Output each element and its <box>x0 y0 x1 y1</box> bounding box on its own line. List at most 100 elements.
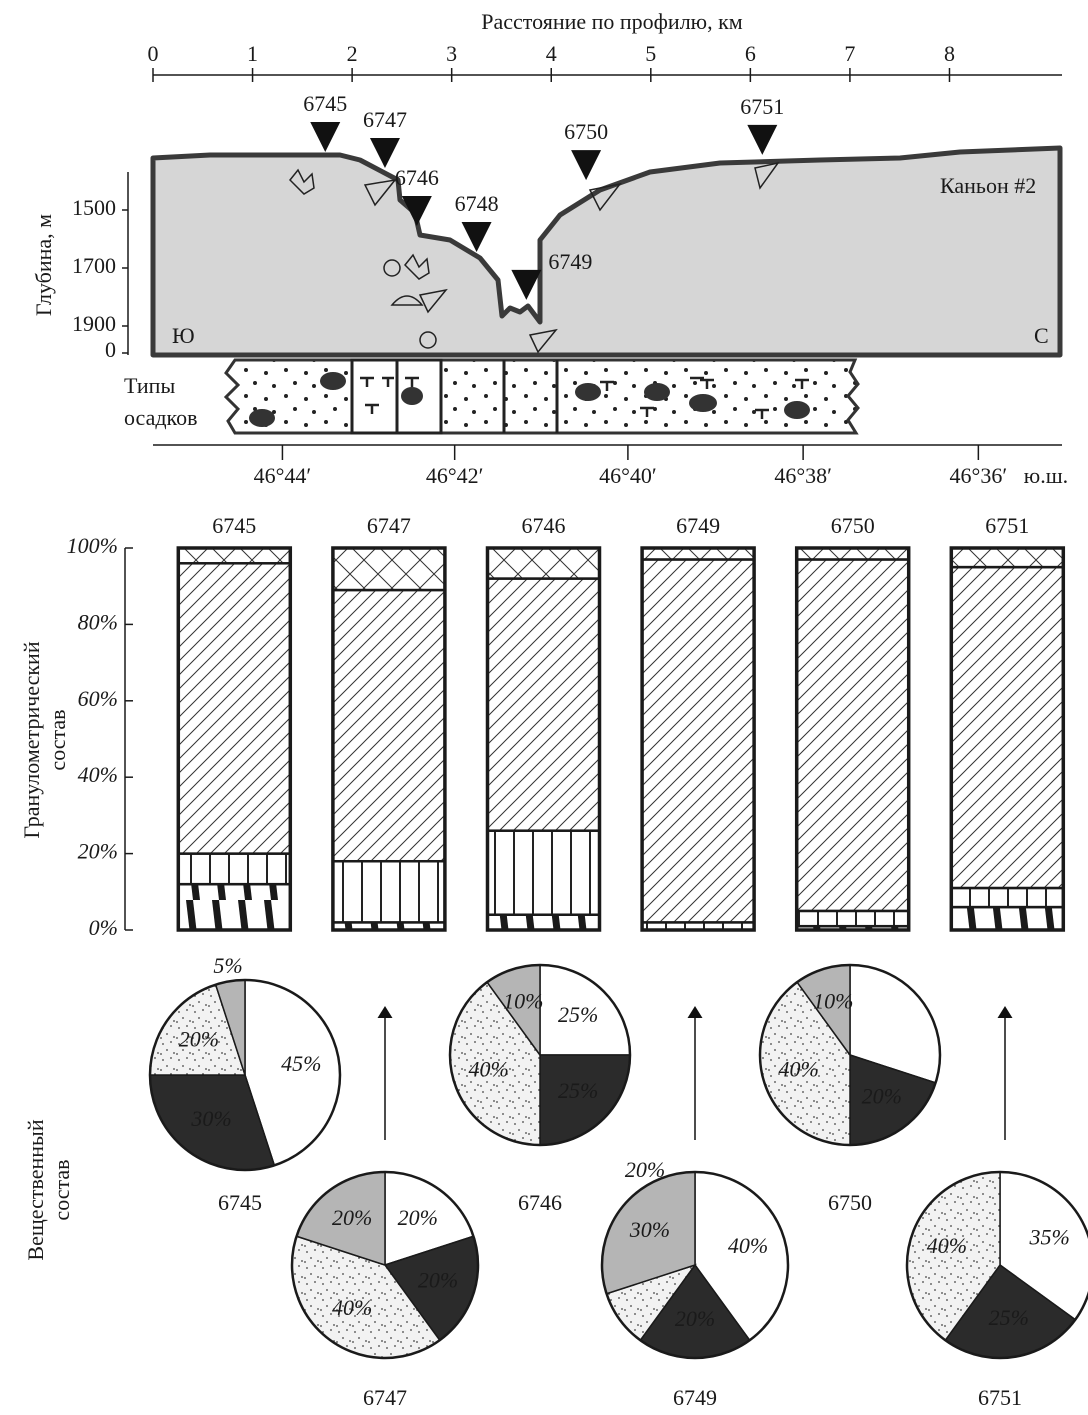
station-label: 6750 <box>564 119 608 144</box>
pie-value-label: 20% <box>675 1306 715 1331</box>
bar-category-label: 6749 <box>676 513 720 538</box>
pie-axis-label: состав <box>49 1159 74 1220</box>
bar-category-label: 6746 <box>522 513 566 538</box>
bar-segment <box>333 590 445 861</box>
pie-value-label: 25% <box>558 1002 598 1027</box>
bar-segment <box>488 831 600 915</box>
seabed-profile <box>153 148 1060 355</box>
bar-category-label: 6747 <box>367 513 411 538</box>
pie-value-label: 40% <box>728 1233 768 1258</box>
bar-segment <box>488 548 600 579</box>
y-tick-label: 1500 <box>72 195 116 220</box>
pie-label: 6749 <box>673 1385 717 1410</box>
station-label: 6751 <box>740 94 784 119</box>
y-tick-label: 40% <box>78 762 118 787</box>
bar-category-label: 6751 <box>985 513 1029 538</box>
bar-segment <box>797 911 909 926</box>
nodule <box>320 372 346 390</box>
pie-value-label: 20% <box>398 1205 438 1230</box>
bar-axis-label: Гранулометрический <box>19 641 44 838</box>
y-tick-label: 1900 <box>72 311 116 336</box>
station-marker <box>571 150 601 180</box>
nodule <box>644 383 670 401</box>
pie-value-label: 20% <box>418 1267 458 1292</box>
y-tick-label: 1700 <box>72 253 116 278</box>
pie-value-label: 10% <box>503 989 543 1014</box>
pie-value-label: 45% <box>281 1051 321 1076</box>
bar-axis-label: состав <box>45 709 70 770</box>
station-label: 6747 <box>363 107 407 132</box>
x-tick-label: 7 <box>844 41 855 66</box>
figure: Расстояние по профилю, км Глубина, м Кан… <box>0 0 1088 1415</box>
pie-value-label: 30% <box>190 1106 231 1131</box>
pie-value-label: 25% <box>558 1078 598 1103</box>
bar-segment <box>333 861 445 922</box>
pie-value-label: 20% <box>332 1205 372 1230</box>
station-marker <box>747 125 777 155</box>
sediment-strip <box>226 360 858 433</box>
station-marker <box>511 270 541 300</box>
bar-segment <box>488 915 600 930</box>
latitude-tick-label: 46°44′ <box>254 463 312 488</box>
latitude-tick-label: 46°36′ <box>950 463 1008 488</box>
south-label: Ю <box>172 323 195 348</box>
canyon-label: Каньон #2 <box>940 173 1036 198</box>
station-label: 6746 <box>395 165 439 190</box>
pie-value-label: 30% <box>629 1217 670 1242</box>
y-tick-label: 0 <box>105 337 116 362</box>
pie-value-label: 40% <box>778 1057 818 1082</box>
pie-axis-label: Вещественный <box>23 1119 48 1260</box>
bar-segment <box>951 907 1063 930</box>
pie-value-label: 40% <box>468 1057 508 1082</box>
x-tick-label: 3 <box>446 41 457 66</box>
pie-label: 6750 <box>828 1190 872 1215</box>
nodule <box>689 394 717 412</box>
x-tick-label: 6 <box>745 41 756 66</box>
pie-value-label: 40% <box>332 1295 372 1320</box>
pie-label: 6751 <box>978 1385 1022 1410</box>
station-marker <box>370 138 400 168</box>
x-tick-label: 4 <box>546 41 557 66</box>
station-label: 6745 <box>303 91 347 116</box>
station-label: 6749 <box>548 249 592 274</box>
pie-value-label: 25% <box>989 1305 1029 1330</box>
x-tick-label: 8 <box>944 41 955 66</box>
y-tick-label: 20% <box>78 839 118 864</box>
bar-segment <box>951 888 1063 907</box>
profile-title: Расстояние по профилю, км <box>481 9 743 34</box>
bar-segment <box>797 559 909 910</box>
pie-value-label: 20% <box>179 1027 219 1052</box>
latitude-tick-label: 46°42′ <box>426 463 484 488</box>
sediment-label: осадков <box>124 405 198 430</box>
pie-label: 6746 <box>518 1190 562 1215</box>
station-label: 6748 <box>455 191 499 216</box>
bar-category-label: 6750 <box>831 513 875 538</box>
latitude-tick-label: 46°38′ <box>774 463 832 488</box>
bar-segment <box>333 548 445 590</box>
y-tick-label: 0% <box>89 915 118 940</box>
x-tick-label: 2 <box>347 41 358 66</box>
pie-value-label: 5% <box>213 953 242 978</box>
bar-segment <box>178 563 290 853</box>
bar-category-label: 6745 <box>212 513 256 538</box>
nodule <box>784 401 810 419</box>
bar-segment <box>951 567 1063 888</box>
bar-segment <box>642 559 754 922</box>
pie-value-label: 35% <box>1029 1225 1070 1250</box>
y-tick-label: 80% <box>78 609 118 634</box>
north-label: С <box>1034 323 1049 348</box>
latitude-unit: ю.ш. <box>1024 463 1068 488</box>
nodule <box>249 409 275 427</box>
bar-segment <box>951 548 1063 567</box>
nodule <box>575 383 601 401</box>
pie-value-label: 10% <box>813 989 853 1014</box>
nodule <box>401 387 423 405</box>
bar-segment <box>178 884 290 930</box>
y-tick-label: 60% <box>78 686 118 711</box>
x-tick-label: 1 <box>247 41 258 66</box>
pie-value-label: 40% <box>927 1233 967 1258</box>
pie-value-label: 20% <box>862 1084 902 1109</box>
latitude-tick-label: 46°40′ <box>599 463 657 488</box>
x-tick-label: 5 <box>645 41 656 66</box>
pie-label: 6745 <box>218 1190 262 1215</box>
